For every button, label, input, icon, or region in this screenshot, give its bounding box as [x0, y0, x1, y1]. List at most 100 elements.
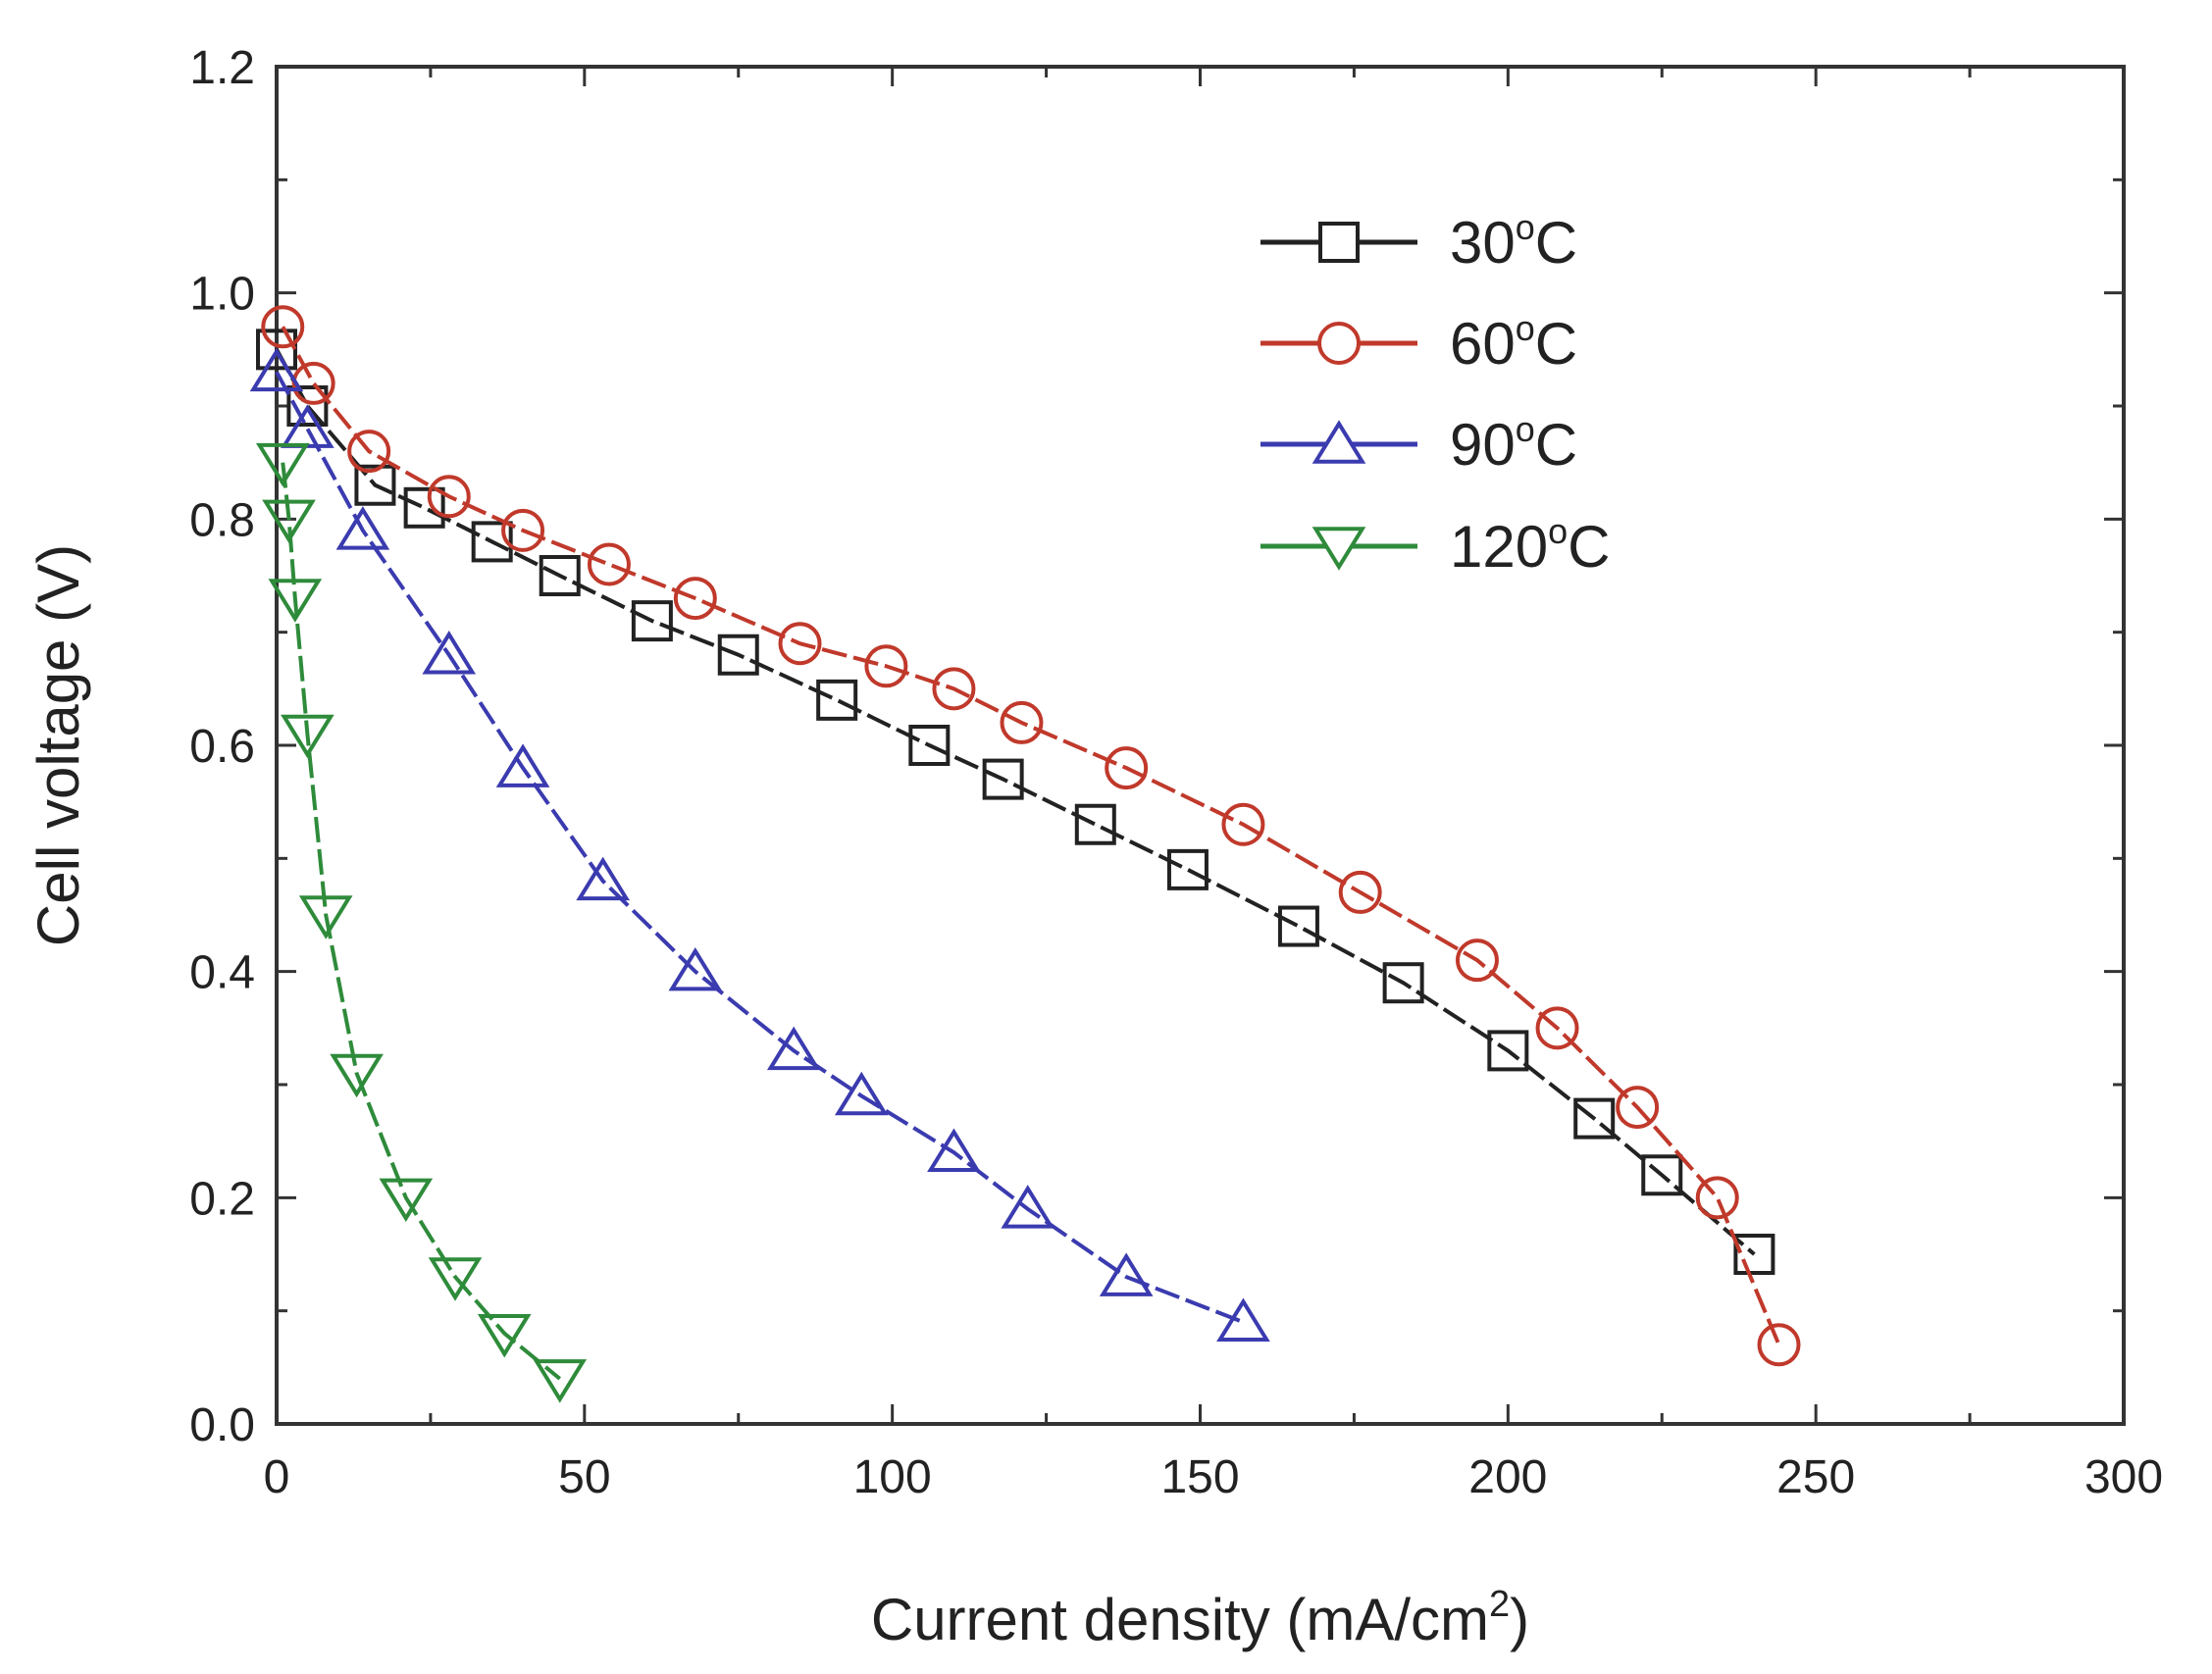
data-point-30 [471, 521, 513, 563]
data-point-120 [268, 579, 323, 623]
series-30 [256, 329, 1775, 1275]
data-point-60 [1455, 938, 1499, 983]
legend-label-unit: C [1535, 311, 1577, 377]
data-point-120 [262, 499, 316, 544]
data-point-120 [255, 442, 310, 487]
legend-label-number: 90 [1450, 412, 1516, 478]
data-point-120 [533, 1359, 588, 1403]
y-tick-label: 0.0 [189, 1399, 255, 1451]
data-point-60 [932, 667, 976, 711]
legend-label: 120oC [1450, 511, 1610, 580]
legend-label-degree: o [1548, 511, 1568, 551]
data-point-30 [908, 725, 951, 766]
data-point-60 [778, 622, 822, 666]
legend-item-120: 120oC [1260, 511, 1610, 580]
x-axis-title-main: Current density (mA/cm [871, 1587, 1489, 1652]
legend-label-number: 30 [1450, 210, 1516, 276]
series-line-60 [281, 326, 1781, 1346]
x-axis-title-close: ) [1510, 1587, 1529, 1652]
data-point-30 [982, 758, 1024, 800]
data-point-120 [330, 1053, 384, 1098]
data-point-60 [1221, 802, 1265, 846]
y-tick-label: 0.4 [189, 947, 255, 999]
series-line-90 [275, 371, 1245, 1325]
data-point-60 [347, 430, 391, 474]
data-point-30 [1641, 1154, 1683, 1196]
x-tick-label: 250 [1776, 1451, 1855, 1503]
legend-marker [1312, 420, 1366, 464]
data-point-90 [834, 1071, 889, 1116]
data-point-90 [422, 631, 477, 675]
series-line-30 [275, 348, 1756, 1256]
axes-group: 0 50 100 150 200 250 300 0.0 0.2 0.4 0.6 0.8 1.0 1.2 C… [26, 42, 2163, 1652]
data-point-90 [1216, 1297, 1270, 1342]
legend-item-30: 30oC [1260, 207, 1577, 276]
data-point-120 [477, 1313, 532, 1358]
data-point-90 [281, 404, 334, 448]
data-point-60 [1695, 1176, 1739, 1220]
legend-marker [1317, 322, 1361, 365]
data-point-60 [1105, 746, 1149, 790]
data-point-30 [1277, 905, 1319, 947]
data-point-30 [717, 634, 759, 676]
x-tick-label: 50 [558, 1451, 610, 1503]
series-120 [255, 442, 588, 1403]
legend-label-degree: o [1516, 308, 1535, 348]
series-90 [249, 347, 1270, 1342]
data-point-30 [1573, 1097, 1616, 1140]
data-point-90 [495, 743, 550, 787]
data-point-120 [298, 895, 353, 939]
legend-marker [1312, 527, 1366, 571]
data-point-90 [668, 946, 723, 991]
data-point-90 [766, 1026, 821, 1071]
plot-frame [275, 65, 2126, 1426]
legend-label-unit: C [1535, 412, 1577, 478]
legend-label-degree: o [1516, 409, 1535, 449]
legend-label-number: 120 [1450, 514, 1548, 580]
data-point-30 [1166, 848, 1209, 890]
legend-label-unit: C [1568, 514, 1610, 580]
data-point-60 [587, 542, 631, 586]
y-tick-label: 1.2 [189, 42, 255, 94]
data-point-90 [1099, 1252, 1154, 1296]
x-tick-label: 150 [1160, 1451, 1239, 1503]
data-point-60 [1000, 700, 1044, 744]
data-point-60 [261, 305, 305, 349]
y-axis-title: Cell voltage (V) [26, 544, 91, 946]
x-tick-label: 100 [853, 1451, 932, 1503]
y-tick-label: 0.8 [189, 494, 255, 546]
x-tick-label: 200 [1468, 1451, 1547, 1503]
data-point-30 [1733, 1234, 1775, 1275]
data-point-90 [927, 1128, 981, 1172]
data-point-90 [576, 856, 630, 901]
data-point-60 [1535, 1006, 1579, 1050]
x-axis-title-superscript: 2 [1489, 1584, 1510, 1625]
data-point-60 [427, 475, 471, 519]
data-point-60 [673, 577, 717, 621]
data-point-30 [354, 464, 396, 506]
series-group [249, 305, 1801, 1403]
legend-item-90: 90oC [1260, 409, 1577, 478]
data-point-60 [1757, 1323, 1801, 1367]
data-point-60 [864, 644, 908, 688]
y-tick-label: 1.0 [189, 269, 255, 321]
x-tick-label: 0 [264, 1451, 290, 1503]
data-point-120 [281, 714, 334, 759]
data-point-30 [816, 679, 858, 721]
legend-item-60: 60oC [1260, 308, 1577, 377]
legend-label: 60oC [1450, 308, 1577, 377]
series-line-120 [281, 462, 561, 1381]
data-point-30 [539, 555, 581, 596]
data-point-30 [286, 385, 329, 427]
data-point-90 [1001, 1185, 1055, 1229]
y-tick-label: 0.6 [189, 721, 255, 773]
data-point-30 [1382, 962, 1424, 1004]
legend-marker [1318, 222, 1360, 263]
data-point-30 [403, 486, 445, 529]
data-point-90 [249, 347, 304, 392]
data-point-30 [1487, 1030, 1529, 1072]
legend-label-degree: o [1516, 207, 1535, 247]
data-point-60 [1616, 1086, 1660, 1130]
